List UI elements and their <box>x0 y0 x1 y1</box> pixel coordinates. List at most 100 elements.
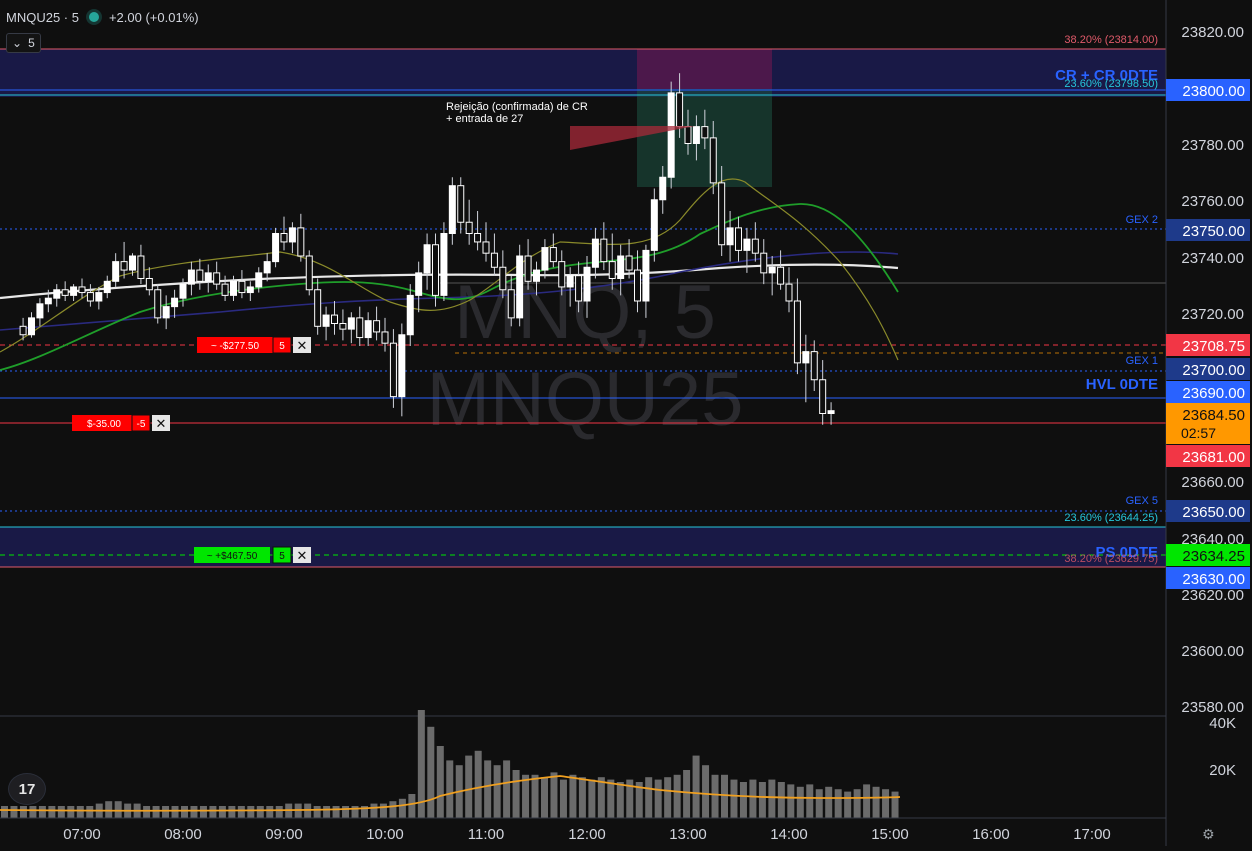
watermark-line2: MNQU25 <box>427 357 744 442</box>
candle <box>162 306 170 319</box>
volume-bar <box>503 760 511 818</box>
symbol-title[interactable]: MNQU25 · 5 <box>6 9 79 25</box>
candle <box>364 320 372 339</box>
price-label-position: 23681.00 <box>1182 449 1245 466</box>
candle <box>53 289 61 299</box>
candle <box>676 92 684 128</box>
order-stop-qty-box[interactable] <box>272 336 292 354</box>
candle <box>398 334 406 398</box>
volume-bar <box>408 794 416 818</box>
volume-bar <box>19 806 27 818</box>
volume-bar <box>522 774 530 818</box>
fib-236-top-label: 23.60% (23798.50) <box>1064 78 1158 90</box>
annotation-arrow[interactable] <box>570 126 695 150</box>
gear-icon[interactable]: ⚙ <box>1202 826 1215 842</box>
volume-bar <box>143 806 151 818</box>
candle <box>827 410 835 414</box>
volume-bar <box>673 774 681 818</box>
order-stop[interactable]: ~ -$277.50 5 ✕ <box>197 336 311 354</box>
fib-236-bottom-label: 23.60% (23644.25) <box>1064 512 1158 524</box>
candle <box>187 269 195 285</box>
candle <box>718 182 726 246</box>
price-label-gex1: 23700.00 <box>1182 362 1245 379</box>
interval-toggle[interactable]: ⌄ 5 <box>6 33 41 53</box>
candle <box>255 272 263 288</box>
volume-bar <box>76 806 84 818</box>
candle <box>642 249 650 302</box>
volume-bar <box>777 782 785 818</box>
candle <box>810 351 818 381</box>
volume-bar <box>531 774 539 818</box>
candle <box>533 269 540 282</box>
candle <box>558 261 566 288</box>
y-tick: 23620.00 <box>1181 587 1244 604</box>
volume-bar <box>768 779 776 818</box>
price-change: +2.00 (+0.01%) <box>108 9 199 25</box>
tradingview-logo-icon[interactable]: 17 <box>8 773 46 805</box>
position-pnl: $-35.00 <box>87 419 121 430</box>
x-tick: 11:00 <box>468 826 504 843</box>
volume-bar <box>67 806 75 818</box>
volume-bar <box>199 806 207 818</box>
volume-bar <box>114 801 122 818</box>
candle <box>583 266 591 302</box>
order-target-close-button[interactable] <box>293 547 311 563</box>
bar-countdown: 02:57 <box>1181 425 1216 441</box>
volume-bar <box>351 806 359 818</box>
candle <box>238 280 246 294</box>
x-tick: 09:00 <box>265 826 303 843</box>
volume-bar <box>607 779 615 818</box>
time-axis[interactable]: 07:00 08:00 09:00 10:00 11:00 12:00 13:0… <box>63 826 1111 843</box>
volume-tick: 40K <box>1209 715 1236 732</box>
order-target-pnl-box[interactable] <box>194 547 270 563</box>
candle <box>297 227 305 257</box>
price-label-box <box>1166 358 1250 380</box>
position-qty-box[interactable] <box>131 414 151 432</box>
price-label-box <box>1166 381 1250 403</box>
candle <box>70 286 78 296</box>
x-tick: 08:00 <box>164 826 202 843</box>
position-close-button[interactable] <box>152 415 170 431</box>
volume-bar <box>436 746 444 818</box>
volume-bar <box>844 791 852 818</box>
position-pnl-box[interactable] <box>72 415 132 431</box>
volume-bar <box>474 750 482 818</box>
volume-bar <box>237 806 245 818</box>
volume-bar <box>749 779 757 818</box>
volume-bar <box>616 782 624 818</box>
candle <box>751 238 759 254</box>
volume-bar <box>313 806 321 818</box>
candle <box>440 233 448 296</box>
order-target[interactable]: ~ +$467.50 5 ✕ <box>194 546 311 564</box>
chart-header: MNQU25 · 5 +2.00 (+0.01%) <box>6 4 199 30</box>
order-target-qty-box[interactable] <box>272 546 292 564</box>
hvl-label: HVL 0DTE <box>1086 376 1158 393</box>
candle <box>373 320 381 333</box>
candle <box>482 241 490 254</box>
order-position[interactable]: $-35.00 -5 ✕ <box>72 414 170 432</box>
volume-bar <box>635 782 643 818</box>
x-tick: 14:00 <box>770 826 808 843</box>
candle <box>61 289 69 296</box>
volume-bar <box>730 779 738 818</box>
order-stop-pnl-box[interactable] <box>197 337 273 353</box>
y-tick: 23600.00 <box>1181 643 1244 660</box>
candle <box>575 275 583 302</box>
interval-value: 5 <box>28 36 35 50</box>
candle <box>196 269 204 282</box>
volume-bar <box>721 774 728 818</box>
volume-bar <box>247 806 255 818</box>
candle <box>263 261 271 274</box>
price-label-gex5: 23650.00 <box>1182 504 1245 521</box>
close-icon: ✕ <box>297 338 308 353</box>
volume-bar <box>806 784 814 818</box>
candle <box>280 233 288 243</box>
cr-zone <box>0 49 1166 97</box>
volume-bar <box>275 806 283 818</box>
volume-bar <box>162 806 170 818</box>
order-stop-close-button[interactable] <box>293 337 311 353</box>
candle <box>465 221 473 234</box>
price-label-box <box>1166 567 1250 589</box>
